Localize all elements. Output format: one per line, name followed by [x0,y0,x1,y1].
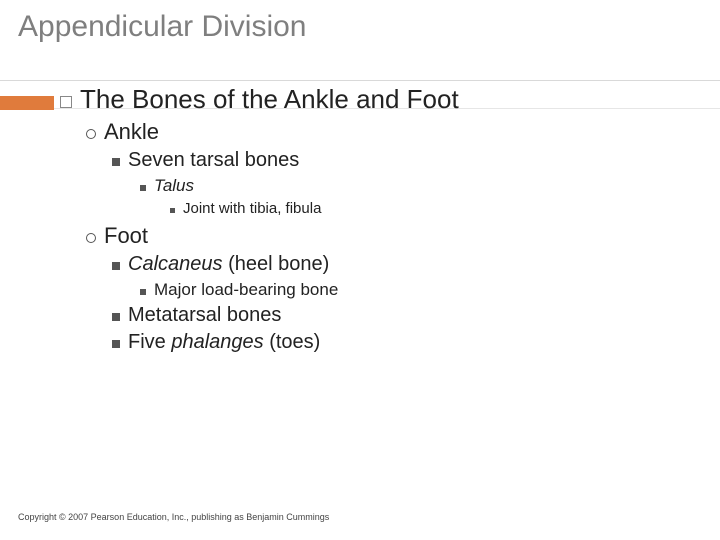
slide-title: Appendicular Division [18,10,307,44]
heading-text: The Bones of the Ankle and Foot [80,84,459,115]
subsubitem-label: Joint with tibia, fibula [183,200,321,217]
filled-square-icon [170,208,175,213]
accent-bar [0,96,54,110]
slide-body: The Bones of the Ankle and Foot Ankle Se… [60,84,700,356]
item-pre: Five [128,331,171,353]
filled-square-icon [112,313,120,321]
item-bullet: Metatarsal bones [112,304,700,327]
subitem-label: Talus [154,176,194,196]
item-rest: (heel bone) [223,253,330,275]
section-bullet: Ankle [86,119,700,145]
item-italic: phalanges [171,331,263,353]
section-label: Ankle [104,119,159,145]
subitem-bullet: Talus [140,176,700,196]
hollow-circle-icon [86,233,96,243]
divider [0,80,720,81]
item-italic: Calcaneus [128,253,223,275]
item-label: Seven tarsal bones [128,149,299,172]
copyright: Copyright © 2007 Pearson Education, Inc.… [18,512,329,522]
hollow-square-icon [60,96,72,108]
item-label: Calcaneus (heel bone) [128,253,329,276]
filled-square-icon [140,289,146,295]
filled-square-icon [112,340,120,348]
section-bullet: Foot [86,223,700,249]
item-rest: (toes) [264,331,321,353]
subsubitem-bullet: Joint with tibia, fibula [170,200,700,217]
item-label: Metatarsal bones [128,304,281,327]
item-bullet: Five phalanges (toes) [112,331,700,354]
section-label: Foot [104,223,148,249]
subitem-bullet: Major load-bearing bone [140,280,700,300]
heading-bullet: The Bones of the Ankle and Foot [60,84,700,115]
filled-square-icon [112,262,120,270]
hollow-circle-icon [86,129,96,139]
filled-square-icon [112,158,120,166]
subitem-label: Major load-bearing bone [154,280,338,300]
filled-square-icon [140,185,146,191]
item-bullet: Calcaneus (heel bone) [112,253,700,276]
item-label: Five phalanges (toes) [128,331,320,354]
item-bullet: Seven tarsal bones [112,149,700,172]
